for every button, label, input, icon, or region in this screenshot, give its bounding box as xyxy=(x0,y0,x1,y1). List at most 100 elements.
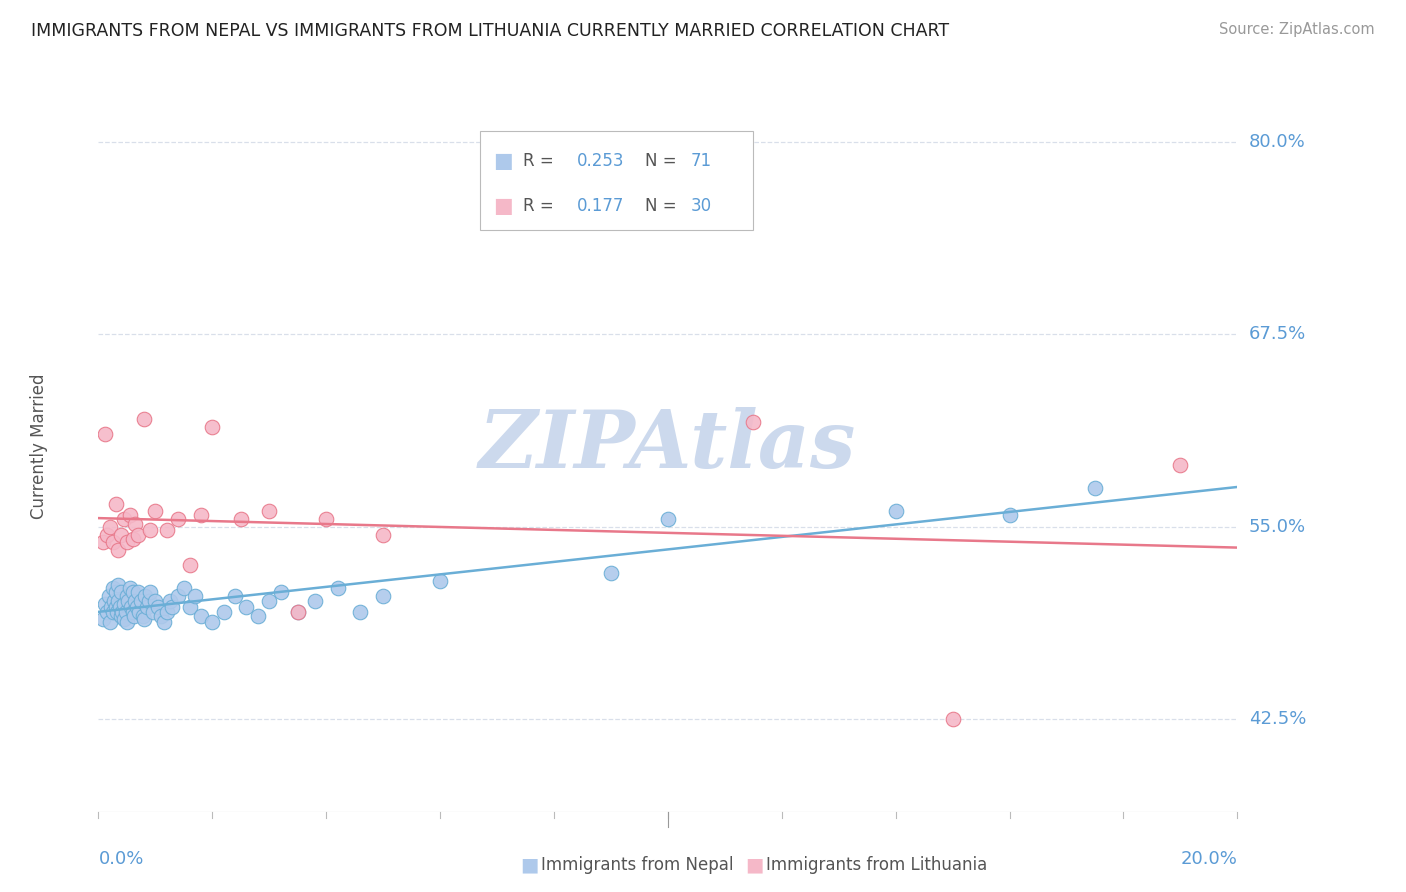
Point xyxy=(98,520,121,534)
Point xyxy=(127,527,149,541)
Point xyxy=(101,582,124,596)
Point xyxy=(104,599,127,614)
Point xyxy=(135,599,157,614)
Point xyxy=(118,582,141,596)
Text: Immigrants from Lithuania: Immigrants from Lithuania xyxy=(766,856,987,874)
Point xyxy=(138,584,160,599)
Text: 20.0%: 20.0% xyxy=(1181,850,1237,868)
Point xyxy=(224,589,246,603)
Point xyxy=(104,584,127,599)
Point xyxy=(315,512,337,526)
Text: 0.177: 0.177 xyxy=(576,196,624,215)
Point xyxy=(115,535,138,549)
Point xyxy=(942,712,965,726)
Point xyxy=(145,504,167,518)
Point xyxy=(162,599,184,614)
Text: N =: N = xyxy=(645,153,682,170)
Point xyxy=(1084,481,1107,495)
Point xyxy=(118,508,141,522)
Point xyxy=(132,612,155,626)
Point xyxy=(259,593,281,607)
Point xyxy=(287,605,309,619)
Point xyxy=(134,589,156,603)
Point xyxy=(373,527,395,541)
Point xyxy=(104,497,127,511)
Point xyxy=(373,589,395,603)
Point xyxy=(105,605,128,619)
Text: 80.0%: 80.0% xyxy=(1249,133,1305,151)
Point xyxy=(156,523,179,537)
Text: N =: N = xyxy=(645,196,682,215)
Point xyxy=(167,512,190,526)
Point xyxy=(107,593,129,607)
Point xyxy=(121,605,143,619)
Point xyxy=(110,609,132,624)
Point xyxy=(190,508,212,522)
Point xyxy=(108,599,131,614)
Point xyxy=(103,593,125,607)
Point xyxy=(124,593,146,607)
Point xyxy=(884,504,907,518)
Point xyxy=(128,605,150,619)
Point xyxy=(110,584,132,599)
Point xyxy=(91,535,114,549)
Point xyxy=(201,419,224,434)
Point xyxy=(132,412,155,426)
Point xyxy=(112,597,135,611)
Point xyxy=(148,599,170,614)
Point xyxy=(114,605,136,619)
Point xyxy=(167,589,190,603)
Point xyxy=(179,599,201,614)
Point xyxy=(107,543,129,558)
Point xyxy=(235,599,257,614)
Point xyxy=(138,523,160,537)
Point xyxy=(156,605,179,619)
Point xyxy=(349,605,371,619)
Point xyxy=(120,599,142,614)
Point xyxy=(112,612,135,626)
Point xyxy=(107,578,129,592)
Point xyxy=(212,605,235,619)
Text: 0.0%: 0.0% xyxy=(98,850,143,868)
Point xyxy=(132,609,155,624)
FancyBboxPatch shape xyxy=(479,131,754,230)
Text: ■: ■ xyxy=(745,855,763,875)
Point xyxy=(153,615,176,630)
Point xyxy=(270,584,292,599)
Point xyxy=(190,609,212,624)
Point xyxy=(121,532,143,546)
Point xyxy=(100,599,122,614)
Point xyxy=(600,566,623,580)
Point xyxy=(97,589,120,603)
Text: 67.5%: 67.5% xyxy=(1249,326,1306,343)
Point xyxy=(129,593,152,607)
Point xyxy=(127,599,149,614)
Point xyxy=(326,582,349,596)
Point xyxy=(124,516,146,531)
Point xyxy=(91,612,114,626)
Point xyxy=(998,508,1021,522)
Point xyxy=(96,605,118,619)
Text: Source: ZipAtlas.com: Source: ZipAtlas.com xyxy=(1219,22,1375,37)
Text: 55.0%: 55.0% xyxy=(1249,518,1306,536)
Text: R =: R = xyxy=(523,153,560,170)
Text: ZIPAtlas: ZIPAtlas xyxy=(479,408,856,484)
Point xyxy=(657,512,679,526)
Point xyxy=(101,605,124,619)
Text: Currently Married: Currently Married xyxy=(30,373,48,519)
Point xyxy=(96,527,118,541)
Point xyxy=(429,574,451,588)
Point xyxy=(141,605,163,619)
Point xyxy=(94,427,117,442)
Text: 30: 30 xyxy=(690,196,711,215)
Point xyxy=(121,584,143,599)
Point xyxy=(138,593,160,607)
Point xyxy=(117,593,139,607)
Point xyxy=(115,615,138,630)
Text: ■: ■ xyxy=(520,855,538,875)
Point xyxy=(112,512,135,526)
Point xyxy=(742,415,765,429)
Point xyxy=(179,558,201,573)
Point xyxy=(145,593,167,607)
Text: IMMIGRANTS FROM NEPAL VS IMMIGRANTS FROM LITHUANIA CURRENTLY MARRIED CORRELATION: IMMIGRANTS FROM NEPAL VS IMMIGRANTS FROM… xyxy=(31,22,949,40)
